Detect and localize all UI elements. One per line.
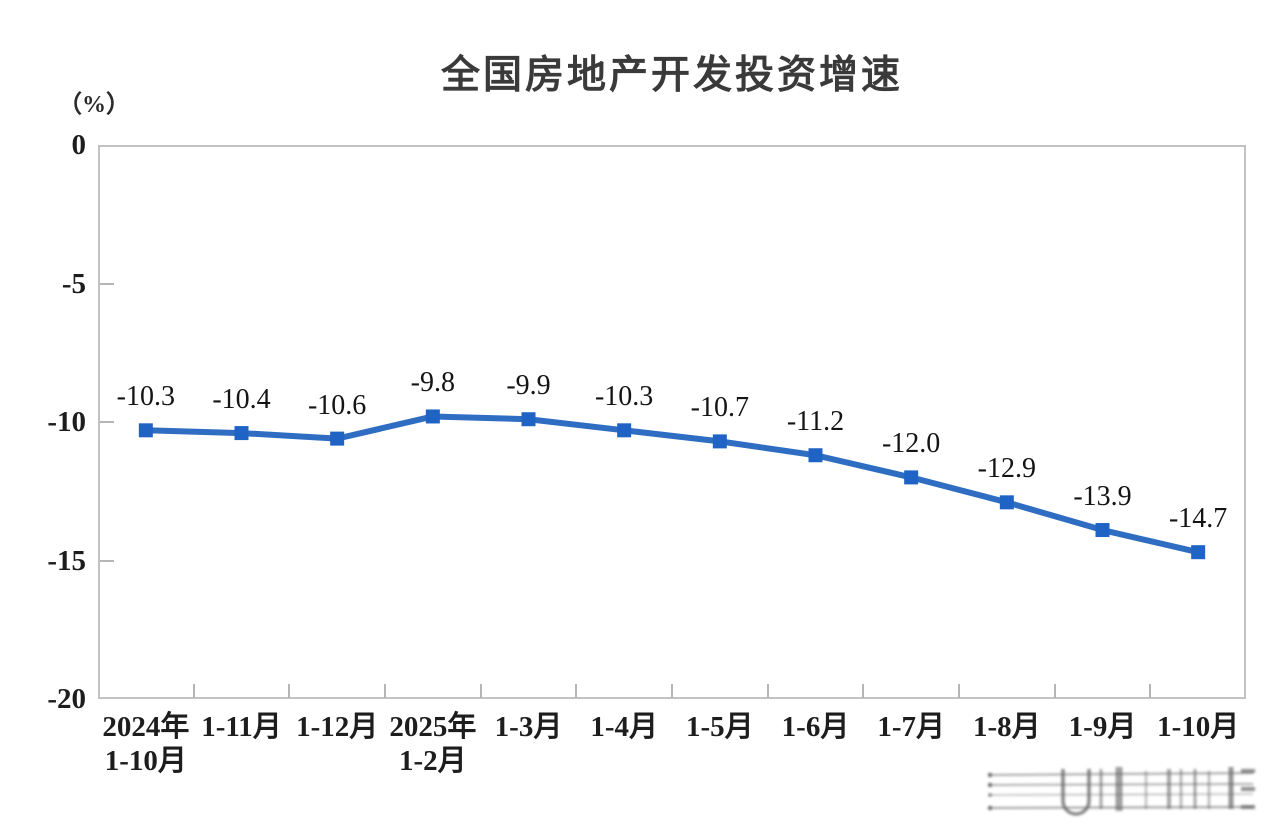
x-axis-category-label: 1-3月 (494, 711, 563, 743)
data-point-marker (904, 470, 919, 485)
x-axis-tick-mark (192, 684, 195, 698)
data-point-label: -10.6 (307, 389, 367, 421)
data-point-label: -10.3 (116, 381, 175, 413)
data-point-marker (617, 423, 632, 438)
chart-title: 全国房地产开发投资增速 (440, 54, 903, 97)
x-axis-category-label: 1-5月 (685, 711, 754, 743)
y-axis-tick-label: 0 (71, 129, 87, 161)
data-point-label: -14.7 (1168, 503, 1228, 535)
data-point-label: -9.8 (410, 367, 455, 399)
watermark-logo (987, 767, 1255, 816)
data-point-marker (808, 448, 823, 463)
data-point-marker (138, 423, 153, 438)
data-point-label: -10.7 (690, 392, 749, 424)
data-point-marker (999, 495, 1014, 510)
x-axis-category-label: 2024年 1-10月 (102, 711, 190, 777)
data-point-marker (234, 426, 249, 441)
x-axis-category-label: 1-10月 (1157, 711, 1240, 743)
y-axis-tick-label: -5 (61, 267, 86, 300)
line-series-svg (138, 409, 1206, 560)
x-axis-tick-mark (958, 684, 960, 698)
x-axis-category-label: 1-4月 (590, 711, 658, 743)
y-axis-tick-label: -15 (47, 544, 86, 577)
data-point-label: -9.9 (506, 370, 551, 402)
y-axis-tick-label: -10 (47, 406, 86, 438)
data-point-marker (712, 434, 727, 449)
series-line (145, 413, 1199, 556)
x-axis-category-label: 1-7月 (877, 711, 945, 743)
x-axis-tick-mark (766, 684, 769, 698)
x-axis-category-label: 1-8月 (972, 711, 1041, 743)
data-point-label: -11.2 (786, 406, 845, 438)
data-point-marker (521, 412, 536, 427)
x-axis-tick-mark (671, 684, 673, 698)
data-point-label: -12.9 (977, 453, 1036, 485)
data-point-marker (425, 409, 440, 424)
y-axis-tick-mark (100, 282, 114, 285)
data-point-marker (330, 431, 345, 446)
y-axis-tick-mark (100, 559, 114, 562)
x-axis-tick-mark (384, 684, 386, 698)
y-axis-tick-mark (100, 421, 114, 423)
x-axis-tick-mark (479, 684, 482, 698)
x-axis-category-label: 1-9月 (1068, 711, 1137, 743)
x-axis-category-label: 1-6月 (781, 711, 850, 743)
data-point-label: -12.0 (881, 428, 941, 460)
x-axis-tick-mark (575, 684, 578, 698)
x-axis-category-label: 1-11月 (201, 711, 282, 743)
data-point-marker (1095, 523, 1110, 538)
plot-area (98, 145, 1246, 699)
x-axis-tick-mark (288, 684, 291, 698)
x-axis-tick-mark (862, 684, 865, 698)
x-axis-category-label: 2025年 1-2月 (389, 711, 477, 777)
y-axis-unit-label: （%） (58, 92, 130, 118)
y-axis-tick-label: -20 (47, 683, 86, 715)
x-axis-tick-mark (1053, 684, 1056, 698)
data-point-label: -10.4 (212, 384, 271, 416)
data-point-marker (1191, 545, 1206, 560)
data-point-label: -13.9 (1073, 481, 1132, 513)
x-axis-category-label: 1-12月 (296, 711, 379, 743)
data-point-label: -10.3 (594, 381, 654, 413)
x-axis-tick-mark (1149, 684, 1152, 698)
